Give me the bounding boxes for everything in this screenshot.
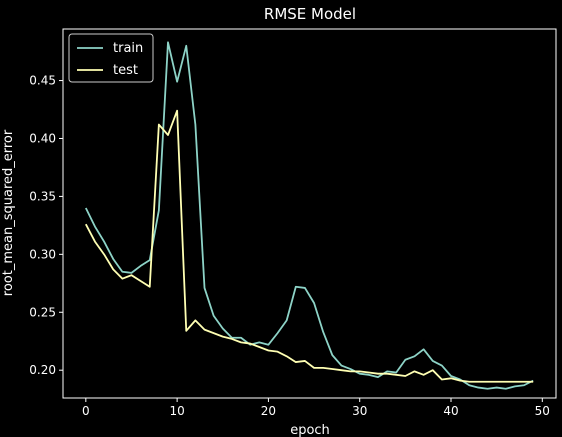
x-tick-label: 40 xyxy=(443,404,458,418)
y-tick-label: 0.30 xyxy=(29,247,56,261)
y-tick-label: 0.25 xyxy=(29,305,56,319)
x-tick-label: 30 xyxy=(352,404,367,418)
x-tick-label: 10 xyxy=(169,404,184,418)
x-tick-label: 0 xyxy=(82,404,90,418)
y-tick-label: 0.45 xyxy=(29,74,56,88)
series-line-test xyxy=(85,109,534,383)
x-tick-label: 50 xyxy=(535,404,550,418)
legend-label-test: test xyxy=(113,63,138,78)
y-axis-label: root_mean_squared_error xyxy=(1,129,16,296)
plot-area: 0 10 20 30 40 50 0.20 0.25 0.30 0.35 0.40 0.45 train… xyxy=(29,28,557,418)
plot-frame xyxy=(62,28,557,399)
x-axis-label: epoch xyxy=(290,423,330,437)
x-tick-label: 20 xyxy=(261,404,276,418)
y-tick-label: 0.40 xyxy=(29,131,56,145)
legend-label-train: train xyxy=(113,41,143,56)
y-tick-label: 0.20 xyxy=(29,363,56,377)
series-line-train xyxy=(85,41,534,390)
y-tick-label: 0.35 xyxy=(29,189,56,203)
chart-title: RMSE Model xyxy=(264,5,356,23)
